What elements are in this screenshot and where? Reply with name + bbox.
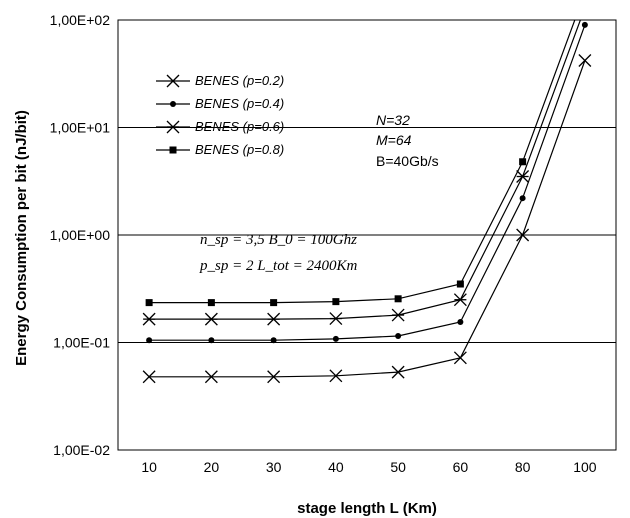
- y-tick-label-1: 1,00E-01: [53, 335, 110, 351]
- data-point-s3-5: [391, 308, 405, 322]
- x-tick-label-6: 80: [515, 459, 531, 475]
- y-tick-label-4: 1,00E+02: [50, 12, 111, 28]
- series-line-1: [149, 60, 586, 378]
- tick-labels: 1,00E-02 1,00E-01 1,00E+00 1,00E+01 1,00E+02…: [50, 12, 597, 475]
- y-tick-label-0: 1,00E-02: [53, 442, 110, 458]
- data-point-s4-4: [332, 298, 340, 306]
- data-point-s4-5: [394, 295, 402, 303]
- data-point-s1-2: [204, 370, 218, 384]
- x-tick-label-2: 30: [266, 459, 282, 475]
- x-tick-label-5: 60: [453, 459, 469, 475]
- data-point-s3-7: [516, 170, 530, 183]
- legend-item-3: BENES (p=0.6): [156, 119, 284, 134]
- legend-item-1: BENES (p=0.2): [156, 73, 284, 88]
- data-point-s2-5: [395, 332, 402, 339]
- param-n: N=32: [376, 112, 410, 128]
- legend-label-3: BENES (p=0.6): [195, 119, 284, 134]
- x-tick-label-4: 50: [390, 459, 406, 475]
- legend: BENES (p=0.2) BENES (p=0.4) BENES (p=0.6) B…: [156, 73, 284, 157]
- data-point-s4-7: [519, 158, 527, 166]
- series-2: [146, 21, 588, 344]
- y-axis-title: Energy Consumption per bit (nJ/bit): [13, 110, 30, 366]
- y-tick-label-2: 1,00E+00: [50, 227, 111, 243]
- data-point-s3-6: [453, 293, 467, 307]
- legend-item-2: BENES (p=0.4): [156, 96, 284, 111]
- data-point-s2-4: [332, 335, 339, 342]
- data-point-s4-6: [456, 280, 464, 288]
- plot-area-frame: [117, 19, 617, 451]
- data-point-s4-1: [145, 299, 153, 307]
- series-3: [142, 20, 582, 326]
- legend-marker-3: [166, 120, 180, 134]
- legend-marker-2: [170, 101, 176, 107]
- series-line-2: [149, 24, 586, 341]
- data-point-s2-7: [519, 195, 526, 202]
- data-point-s1-5: [391, 365, 405, 379]
- series-4: [145, 20, 576, 307]
- data-point-s1-3: [267, 370, 281, 384]
- data-point-s2-8: [581, 21, 588, 28]
- data-point-s1-1: [142, 370, 156, 384]
- legend-marker-1: [166, 74, 180, 88]
- param-m: M=64: [376, 132, 412, 148]
- series-1: [142, 54, 592, 384]
- data-point-s1-4: [329, 369, 343, 383]
- data-point-s3-2: [204, 312, 218, 326]
- x-tick-label-3: 40: [328, 459, 344, 475]
- grid: [118, 19, 616, 451]
- data-point-s3-1: [142, 312, 156, 326]
- data-point-s3-4: [329, 312, 343, 326]
- data-point-s3-3: [267, 312, 281, 326]
- data-point-s2-6: [457, 319, 464, 326]
- series-group: [142, 20, 592, 384]
- y-tick-label-3: 1,00E+01: [50, 120, 111, 136]
- legend-label-1: BENES (p=0.2): [195, 73, 284, 88]
- legend-item-4: BENES (p=0.8): [156, 142, 284, 157]
- formula-line-2: p_sp = 2 L_tot = 2400Km: [199, 258, 358, 274]
- data-point-s1-7: [516, 228, 530, 242]
- data-point-s1-8: [578, 54, 592, 67]
- data-point-s2-3: [270, 337, 277, 344]
- formula-annotation: n_sp = 3,5 B_0 = 100Ghz p_sp = 2 L_tot =…: [199, 232, 358, 274]
- series-line-3: [149, 20, 582, 320]
- series-line-4: [149, 20, 576, 304]
- x-axis-title: stage length L (Km): [297, 500, 437, 517]
- x-tick-label-7: 100: [573, 459, 597, 475]
- params-annotation: N=32 M=64 B=40Gb/s: [376, 112, 439, 169]
- data-point-s1-6: [453, 351, 467, 365]
- param-b: B=40Gb/s: [376, 153, 439, 169]
- x-tick-label-1: 20: [204, 459, 220, 475]
- data-point-s4-2: [207, 299, 215, 307]
- legend-label-4: BENES (p=0.8): [195, 142, 284, 157]
- formula-line-1: n_sp = 3,5 B_0 = 100Ghz: [200, 232, 357, 248]
- legend-label-2: BENES (p=0.4): [195, 96, 284, 111]
- x-tick-label-0: 10: [141, 459, 157, 475]
- data-point-s2-1: [146, 337, 153, 344]
- data-point-s4-3: [270, 299, 278, 307]
- legend-marker-4: [169, 146, 177, 154]
- data-point-s2-2: [208, 337, 215, 344]
